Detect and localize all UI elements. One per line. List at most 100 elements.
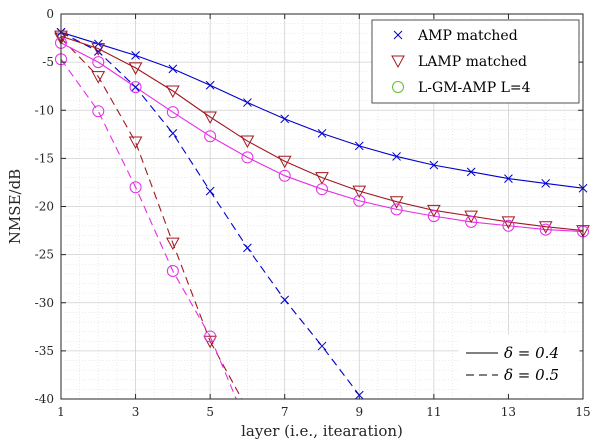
data-point-4-11 bbox=[465, 215, 478, 228]
data-point-2-13 bbox=[538, 221, 553, 234]
legend-label: AMP matched bbox=[417, 28, 518, 44]
data-point-0-10 bbox=[429, 160, 439, 170]
data-point-4-13 bbox=[539, 223, 552, 236]
legend-marker-2 bbox=[392, 81, 404, 93]
data-point-0-3-stroke-b bbox=[168, 64, 178, 74]
legend: AMP matched LAMP matched L-GM-AMP L=4 bbox=[371, 19, 580, 104]
data-point-0-9 bbox=[392, 152, 401, 161]
y-tick-label: -20 bbox=[35, 200, 54, 214]
data-point-3-2 bbox=[128, 136, 143, 150]
data-point-0-8 bbox=[354, 141, 364, 151]
data-point-0-9-stroke-b bbox=[392, 152, 401, 161]
x-axis-label: layer (i.e., itearation) bbox=[241, 422, 403, 440]
data-point-4-5 bbox=[241, 151, 254, 164]
x-tick-label: 13 bbox=[501, 405, 516, 419]
data-point-1-7-stroke-b bbox=[317, 341, 327, 351]
legend-marker-0-stroke-b bbox=[393, 30, 403, 40]
data-point-4-1 bbox=[92, 56, 105, 69]
data-point-5-3 bbox=[166, 264, 179, 277]
data-point-2-10 bbox=[427, 204, 441, 218]
data-point-5-4 bbox=[204, 330, 217, 343]
data-point-2-12 bbox=[501, 216, 516, 229]
data-point-0-5-stroke-b bbox=[243, 98, 252, 107]
linestyle-legend-label: δ = 0.4 bbox=[504, 344, 559, 362]
data-point-0-2-stroke-b bbox=[131, 51, 140, 60]
linestyle-legend-box bbox=[458, 334, 580, 394]
y-tick-label: -15 bbox=[35, 151, 54, 165]
data-point-0-4 bbox=[205, 80, 215, 90]
x-tick-label: 15 bbox=[575, 405, 590, 419]
data-point-1-6-stroke-b bbox=[280, 295, 290, 305]
data-point-0-10-stroke-b bbox=[429, 160, 439, 170]
data-point-0-12-stroke-b bbox=[504, 174, 513, 183]
series-markers bbox=[54, 27, 590, 400]
data-point-1-3 bbox=[168, 128, 178, 138]
data-point-0-8-stroke-b bbox=[354, 141, 364, 151]
series-line-5 bbox=[61, 58, 211, 337]
data-point-2-1 bbox=[91, 43, 106, 56]
data-point-4-2 bbox=[129, 81, 142, 94]
y-tick-label: 0 bbox=[46, 7, 54, 21]
data-point-0-7 bbox=[317, 128, 327, 138]
data-point-2-11 bbox=[464, 210, 478, 224]
data-point-2-3 bbox=[166, 85, 180, 99]
data-point-0-13-stroke-b bbox=[541, 179, 551, 188]
data-point-2-2 bbox=[128, 62, 143, 75]
data-point-0-11 bbox=[466, 167, 476, 177]
data-point-4-10 bbox=[427, 210, 440, 223]
data-point-2-6 bbox=[277, 155, 292, 169]
data-point-0-6-stroke-b bbox=[280, 114, 290, 124]
legend-marker-1 bbox=[391, 55, 405, 69]
y-tick-label: -5 bbox=[42, 55, 54, 69]
x-tick-label: 5 bbox=[206, 405, 214, 419]
data-point-0-3 bbox=[168, 64, 178, 74]
data-point-3-4 bbox=[203, 335, 217, 349]
data-point-1-3-stroke-b bbox=[168, 128, 178, 138]
series-line-extension-0 bbox=[209, 340, 243, 399]
x-tick-label: 9 bbox=[355, 405, 363, 419]
data-point-4-7 bbox=[316, 183, 328, 196]
data-point-0-12 bbox=[504, 174, 513, 183]
y-tick-label: -25 bbox=[35, 248, 54, 262]
data-point-4-9 bbox=[390, 203, 403, 216]
data-point-2-9 bbox=[389, 196, 404, 209]
series-line-extension-1 bbox=[209, 336, 237, 399]
data-point-0-2 bbox=[131, 51, 140, 60]
y-tick-label: -10 bbox=[35, 103, 54, 117]
data-point-1-5 bbox=[243, 243, 252, 253]
legend-label: L-GM-AMP L=4 bbox=[418, 80, 531, 96]
y-tick-label: -35 bbox=[35, 344, 54, 358]
data-point-1-4-stroke-b bbox=[205, 186, 215, 196]
data-point-4-8 bbox=[353, 194, 366, 207]
data-point-0-13 bbox=[541, 179, 551, 188]
y-tick-label: -30 bbox=[35, 296, 54, 310]
axis-ticks: 1 3 5 7 9 11 13 150-5-10-15-20-25-30-35-40 bbox=[35, 7, 590, 419]
data-point-1-5-stroke-b bbox=[243, 243, 252, 253]
data-point-5-2 bbox=[129, 181, 142, 194]
data-point-4-12 bbox=[502, 219, 515, 232]
legend-marker-0 bbox=[393, 30, 403, 40]
legend-box bbox=[371, 19, 580, 104]
y-axis-label: NMSE/dB bbox=[6, 169, 24, 244]
x-tick-label: 7 bbox=[281, 405, 289, 419]
y-tick-label: -40 bbox=[35, 392, 54, 406]
data-point-5-1 bbox=[92, 105, 105, 118]
series-line-4 bbox=[61, 42, 583, 233]
data-point-1-2-stroke-b bbox=[131, 82, 140, 92]
data-point-4-4 bbox=[204, 130, 217, 143]
data-point-1-4 bbox=[205, 186, 215, 196]
linestyle-legend: δ = 0.4 δ = 0.5 bbox=[458, 334, 580, 394]
data-point-2-4 bbox=[203, 111, 217, 125]
data-point-2-7 bbox=[315, 172, 329, 185]
linestyle-legend-label: δ = 0.5 bbox=[504, 366, 559, 384]
data-point-0-4-stroke-b bbox=[205, 80, 215, 90]
data-point-4-3 bbox=[166, 106, 179, 119]
data-point-3-1 bbox=[91, 71, 106, 84]
data-point-2-5 bbox=[240, 135, 255, 149]
legend-label: LAMP matched bbox=[418, 54, 527, 70]
data-point-2-8 bbox=[352, 185, 367, 199]
data-point-0-11-stroke-b bbox=[466, 167, 476, 177]
data-point-1-6 bbox=[280, 295, 290, 305]
